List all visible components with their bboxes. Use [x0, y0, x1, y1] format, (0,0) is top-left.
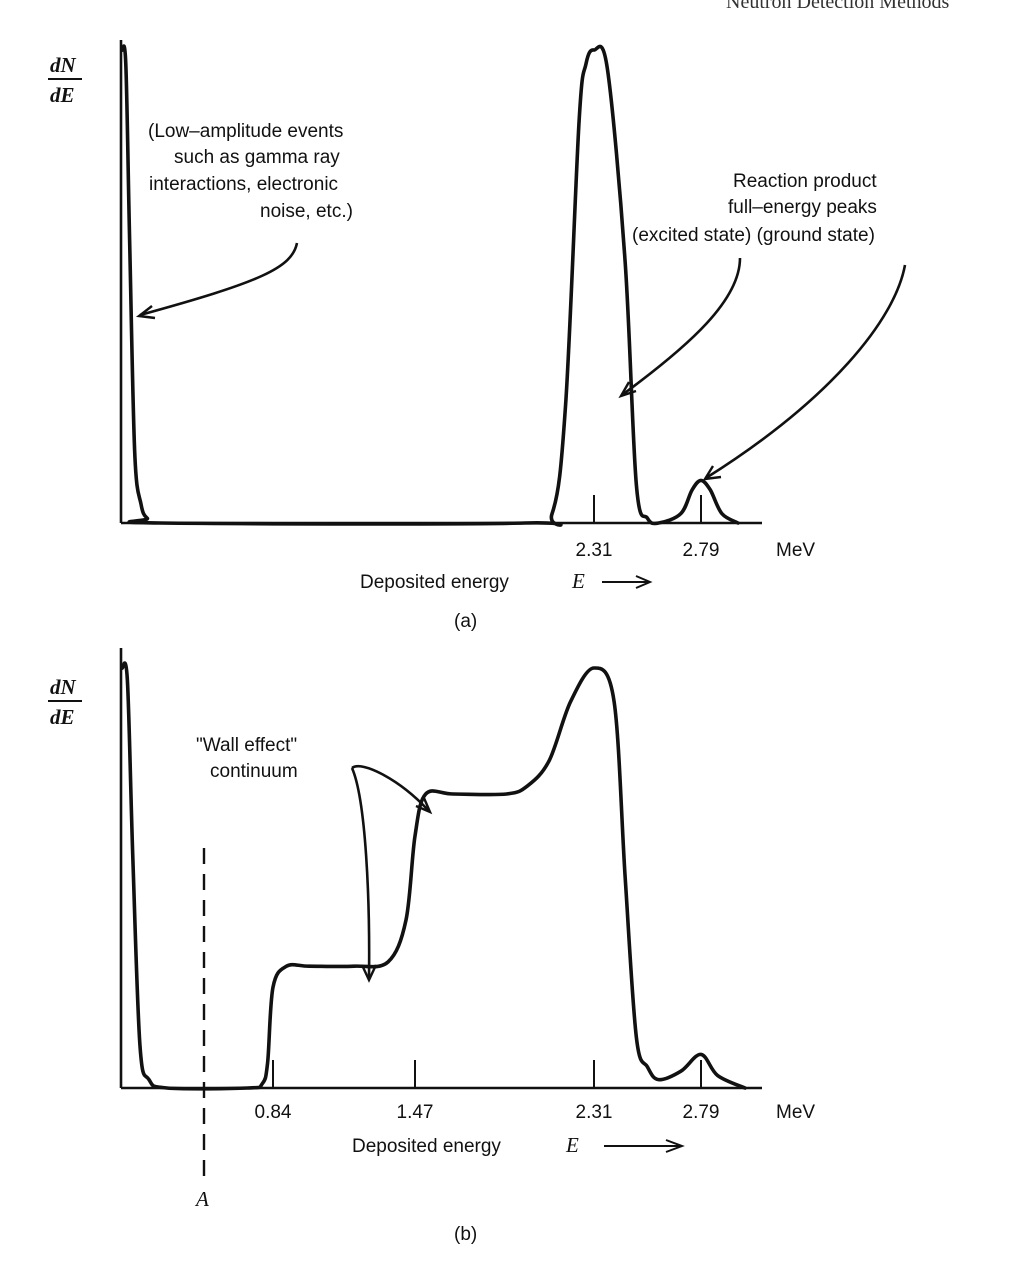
x-tick-label: 2.79 — [683, 1102, 720, 1123]
x-label-arrow-a — [602, 575, 653, 589]
x-label-b: Deposited energy — [352, 1136, 501, 1157]
panel-a: dN dE 2.31 2.79 MeV Deposited energy E (a… — [48, 40, 907, 632]
spectrum-curve-b — [120, 661, 747, 1091]
annotation-low-amplitude-3: interactions, electronic — [149, 174, 338, 195]
x-tick-label: 1.47 — [397, 1102, 434, 1123]
x-tick-label: 0.84 — [255, 1102, 292, 1123]
panel-caption-a: (a) — [454, 611, 477, 632]
annotation-reaction-3: (excited state) (ground state) — [632, 225, 875, 246]
y-label-a-denominator: dE — [50, 83, 75, 107]
annotation-wall-effect: "Wall effect" — [196, 735, 297, 756]
panel-b: dN dE 0.84 1.47 2.31 2.79 MeV Deposited ene… — [48, 648, 815, 1245]
annotation-continuum: continuum — [210, 761, 298, 782]
arrow-wall-effect — [350, 765, 433, 983]
arrow-low-amplitude — [135, 242, 299, 320]
annotation-low-amplitude-2: such as gamma ray — [174, 147, 340, 168]
arrow-excited-state — [618, 257, 742, 399]
arrow-ground-state — [702, 264, 907, 481]
x-ticks-a: 2.31 2.79 — [576, 495, 720, 561]
x-tick-label: 2.79 — [683, 540, 720, 561]
annotation-low-amplitude-4: noise, etc.) — [260, 201, 353, 222]
annotation-reaction-2: full–energy peaks — [728, 197, 877, 218]
x-tick-label: 2.31 — [576, 1102, 613, 1123]
y-label-a-numerator: dN — [50, 53, 77, 77]
x-unit-b: MeV — [776, 1102, 815, 1123]
panel-caption-b: (b) — [454, 1224, 477, 1245]
y-label-b-numerator: dN — [50, 675, 77, 699]
x-unit-a: MeV — [776, 540, 815, 561]
spectrum-curve-a — [120, 44, 740, 527]
annotation-reaction-1: Reaction product — [733, 171, 877, 192]
x-label-var-b: E — [565, 1133, 579, 1157]
x-tick-label: 2.31 — [576, 540, 613, 561]
annotation-low-amplitude-1: (Low–amplitude events — [148, 121, 343, 142]
x-ticks-b: 0.84 1.47 2.31 2.79 — [255, 1060, 720, 1123]
x-label-arrow-b — [604, 1139, 685, 1153]
threshold-label: A — [194, 1187, 209, 1211]
x-label-a: Deposited energy — [360, 572, 509, 593]
y-label-b-denominator: dE — [50, 705, 75, 729]
x-label-var-a: E — [571, 569, 585, 593]
page-header: Neutron Detection Methods — [726, 0, 949, 13]
